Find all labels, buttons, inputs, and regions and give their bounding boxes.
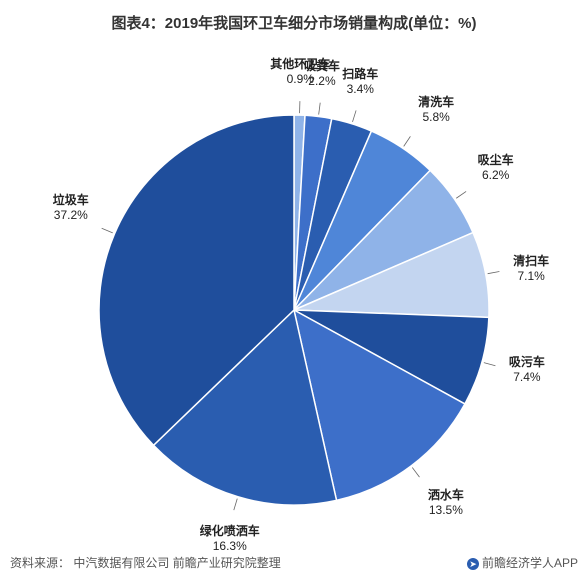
slice-label-name: 吸尘车 [478, 153, 514, 167]
credit-icon: ➤ [467, 558, 479, 570]
slice-label-name: 吸污车 [509, 355, 545, 369]
slice-label-pct: 3.4% [347, 82, 374, 96]
slice-label-pct: 7.1% [518, 269, 545, 283]
slice-label-pct: 2.2% [308, 74, 335, 88]
slice-label-name: 洒水车 [428, 488, 464, 502]
slice-label-name: 清洗车 [418, 95, 454, 109]
chart-title: 图表4：2019年我国环卫车细分市场销量构成(单位：%) [0, 12, 588, 33]
source-label: 资料来源： [10, 556, 70, 570]
leader-line [353, 110, 357, 121]
credit: ➤前瞻经济学人APP [467, 554, 578, 571]
leader-line [102, 228, 113, 233]
leader-line [404, 136, 411, 146]
slice-label: 洒水车13.5% [428, 488, 464, 518]
leader-line [456, 191, 466, 198]
slice-label: 清扫车7.1% [513, 254, 549, 284]
pie-chart: 其他环卫车0.9%吸粪车2.2%扫路车3.4%清洗车5.8%吸尘车6.2%清扫车… [0, 40, 588, 540]
slice-label: 清洗车5.8% [418, 95, 454, 125]
chart-footer: 资料来源： 中汽数据有限公司 前瞻产业研究院整理 ➤前瞻经济学人APP [10, 554, 578, 571]
source-text: 中汽数据有限公司 前瞻产业研究院整理 [73, 556, 280, 570]
leader-line [319, 103, 321, 115]
slice-label-name: 清扫车 [513, 254, 549, 268]
leader-line [484, 363, 496, 366]
slice-label-pct: 7.4% [513, 370, 540, 384]
slice-label: 垃圾车37.2% [53, 193, 89, 223]
slice-label-pct: 6.2% [482, 168, 509, 182]
slice-label: 吸污车7.4% [509, 355, 545, 385]
slice-label: 吸尘车6.2% [478, 153, 514, 183]
slice-label-pct: 13.5% [429, 503, 463, 517]
slice-label-name: 绿化喷洒车 [200, 524, 260, 538]
slice-label: 吸粪车2.2% [304, 59, 340, 89]
slice-label-name: 吸粪车 [304, 59, 340, 73]
credit-text: 前瞻经济学人APP [482, 556, 578, 570]
slice-label-name: 垃圾车 [53, 193, 89, 207]
slice-label-pct: 37.2% [54, 208, 88, 222]
slice-label: 扫路车3.4% [342, 67, 378, 97]
slice-label-pct: 5.8% [423, 110, 450, 124]
slice-label: 绿化喷洒车16.3% [200, 524, 260, 554]
slice-label-pct: 16.3% [213, 539, 247, 553]
leader-line [234, 499, 237, 510]
leader-line [488, 271, 500, 273]
leader-line [412, 468, 419, 478]
slice-label-name: 扫路车 [342, 67, 378, 81]
